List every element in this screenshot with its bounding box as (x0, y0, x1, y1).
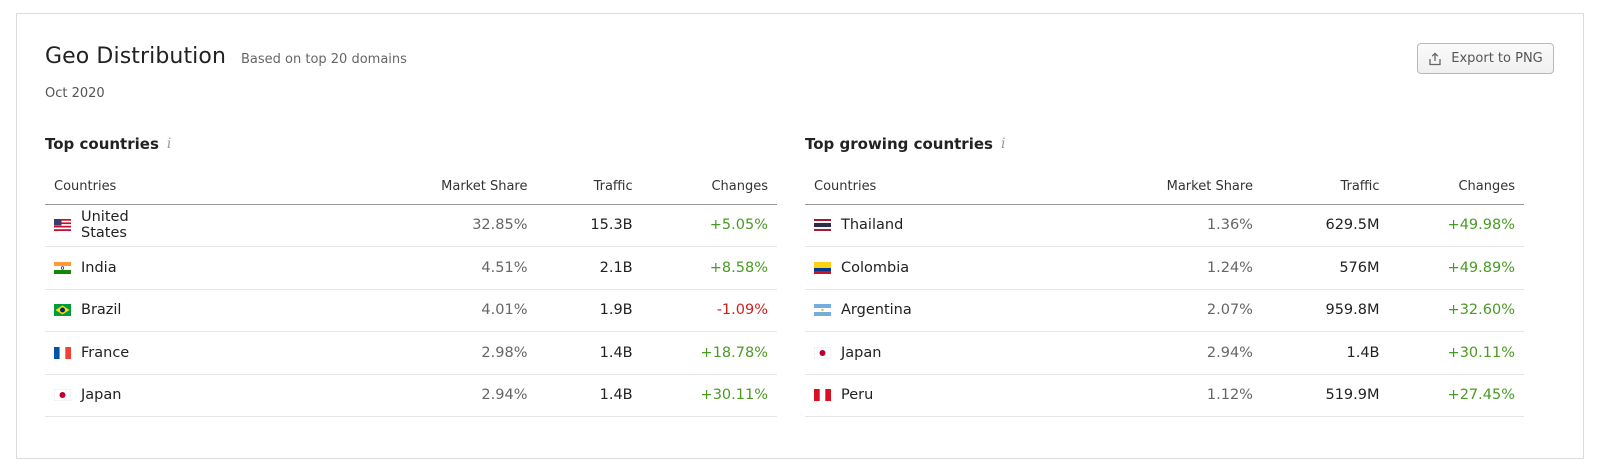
market-share-cell: 2.98% (129, 331, 528, 375)
flag-ar-icon (814, 304, 831, 317)
page-title: Geo Distribution (45, 44, 226, 69)
country-name[interactable]: Japan (81, 387, 122, 404)
flag-jp-icon (54, 389, 71, 402)
info-icon[interactable]: i (166, 136, 172, 152)
country-name[interactable]: France (81, 344, 130, 361)
change-cell: +30.11% (632, 374, 777, 417)
country-cell: Peru (805, 374, 912, 417)
flag-br-icon (54, 304, 71, 317)
column-header-changes[interactable]: Changes (632, 169, 777, 205)
column-header-changes[interactable]: Changes (1379, 169, 1524, 205)
column-header-market-share[interactable]: Market Share (129, 169, 528, 205)
geo-distribution-card: Geo Distribution Based on top 20 domains… (16, 13, 1584, 459)
flag-us-icon (54, 219, 71, 232)
country-cell: Thailand (805, 204, 912, 247)
export-button-label: Export to PNG (1451, 51, 1543, 66)
country-name[interactable]: Peru (841, 387, 874, 404)
market-share-cell: 1.36% (911, 204, 1253, 247)
country-name[interactable]: India (81, 259, 117, 276)
flag-th-icon (814, 219, 831, 232)
market-share-cell: 2.94% (129, 374, 528, 417)
change-cell: +32.60% (1379, 289, 1524, 332)
flag-pe-icon (814, 389, 831, 402)
top-growing-countries-table: Countries Market Share Traffic Changes T… (805, 169, 1524, 417)
column-header-market-share[interactable]: Market Share (911, 169, 1253, 205)
change-cell: +49.98% (1379, 204, 1524, 247)
table-row[interactable]: India 4.51% 2.1B +8.58% (45, 246, 777, 290)
traffic-cell: 1.4B (527, 331, 633, 375)
market-share-cell: 4.51% (129, 246, 528, 290)
section-title: Top countries (45, 135, 159, 153)
market-share-cell: 4.01% (129, 289, 528, 332)
change-cell: +5.05% (632, 204, 777, 247)
table-row[interactable]: Colombia 1.24% 576M +49.89% (805, 246, 1524, 290)
country-cell: United States (45, 204, 130, 247)
export-icon (1428, 51, 1442, 66)
table-row[interactable]: Thailand 1.36% 629.5M +49.98% (805, 204, 1524, 247)
traffic-cell: 15.3B (527, 204, 633, 247)
country-cell: Brazil (45, 289, 130, 332)
table-row[interactable]: Peru 1.12% 519.9M +27.45% (805, 374, 1524, 417)
change-cell: +27.45% (1379, 374, 1524, 417)
table-row[interactable]: Japan 2.94% 1.4B +30.11% (805, 331, 1524, 375)
market-share-cell: 1.12% (911, 374, 1253, 417)
page-subtitle: Based on top 20 domains (240, 52, 407, 67)
change-cell: +8.58% (632, 246, 777, 290)
info-icon[interactable]: i (1000, 136, 1006, 152)
traffic-cell: 959.8M (1252, 289, 1380, 332)
top-countries-section: Top countries i Countries Market Share T… (45, 134, 777, 417)
country-name[interactable]: Argentina (841, 302, 912, 319)
column-header-traffic[interactable]: Traffic (527, 169, 633, 205)
country-cell: India (45, 246, 130, 290)
market-share-cell: 2.94% (911, 331, 1253, 375)
flag-co-icon (814, 261, 831, 274)
country-name[interactable]: Colombia (841, 259, 910, 276)
table-row[interactable]: France 2.98% 1.4B +18.78% (45, 331, 777, 375)
export-to-png-button[interactable]: Export to PNG (1417, 43, 1554, 74)
traffic-cell: 1.4B (527, 374, 633, 417)
table-row[interactable]: Brazil 4.01% 1.9B -1.09% (45, 289, 777, 332)
market-share-cell: 32.85% (129, 204, 528, 247)
top-countries-table: Countries Market Share Traffic Changes U… (45, 169, 777, 417)
change-cell: +18.78% (632, 331, 777, 375)
country-cell: Argentina (805, 289, 912, 332)
flag-jp-icon (814, 346, 831, 359)
traffic-cell: 1.4B (1252, 331, 1380, 375)
traffic-cell: 576M (1252, 246, 1380, 290)
country-name[interactable]: United States (81, 209, 129, 242)
country-name[interactable]: Japan (841, 344, 882, 361)
date-label: Oct 2020 (45, 86, 105, 101)
flag-fr-icon (54, 346, 71, 359)
change-cell: -1.09% (632, 289, 777, 332)
market-share-cell: 2.07% (911, 289, 1253, 332)
country-cell: France (45, 331, 130, 375)
section-title: Top growing countries (805, 135, 993, 153)
column-header-traffic[interactable]: Traffic (1252, 169, 1380, 205)
flag-in-icon (54, 261, 71, 274)
change-cell: +49.89% (1379, 246, 1524, 290)
traffic-cell: 629.5M (1252, 204, 1380, 247)
table-row[interactable]: United States 32.85% 15.3B +5.05% (45, 204, 777, 247)
market-share-cell: 1.24% (911, 246, 1253, 290)
change-cell: +30.11% (1379, 331, 1524, 375)
country-cell: Japan (45, 374, 130, 417)
table-row[interactable]: Japan 2.94% 1.4B +30.11% (45, 374, 777, 417)
table-row[interactable]: Argentina 2.07% 959.8M +32.60% (805, 289, 1524, 332)
country-name[interactable]: Brazil (81, 302, 122, 319)
card-header: Geo Distribution Based on top 20 domains (45, 44, 407, 69)
traffic-cell: 1.9B (527, 289, 633, 332)
country-cell: Japan (805, 331, 912, 375)
column-header-countries[interactable]: Countries (805, 169, 912, 205)
traffic-cell: 519.9M (1252, 374, 1380, 417)
country-cell: Colombia (805, 246, 912, 290)
top-growing-countries-section: Top growing countries i Countries Market… (805, 134, 1524, 417)
traffic-cell: 2.1B (527, 246, 633, 290)
column-header-countries[interactable]: Countries (45, 169, 130, 205)
country-name[interactable]: Thailand (841, 217, 904, 234)
